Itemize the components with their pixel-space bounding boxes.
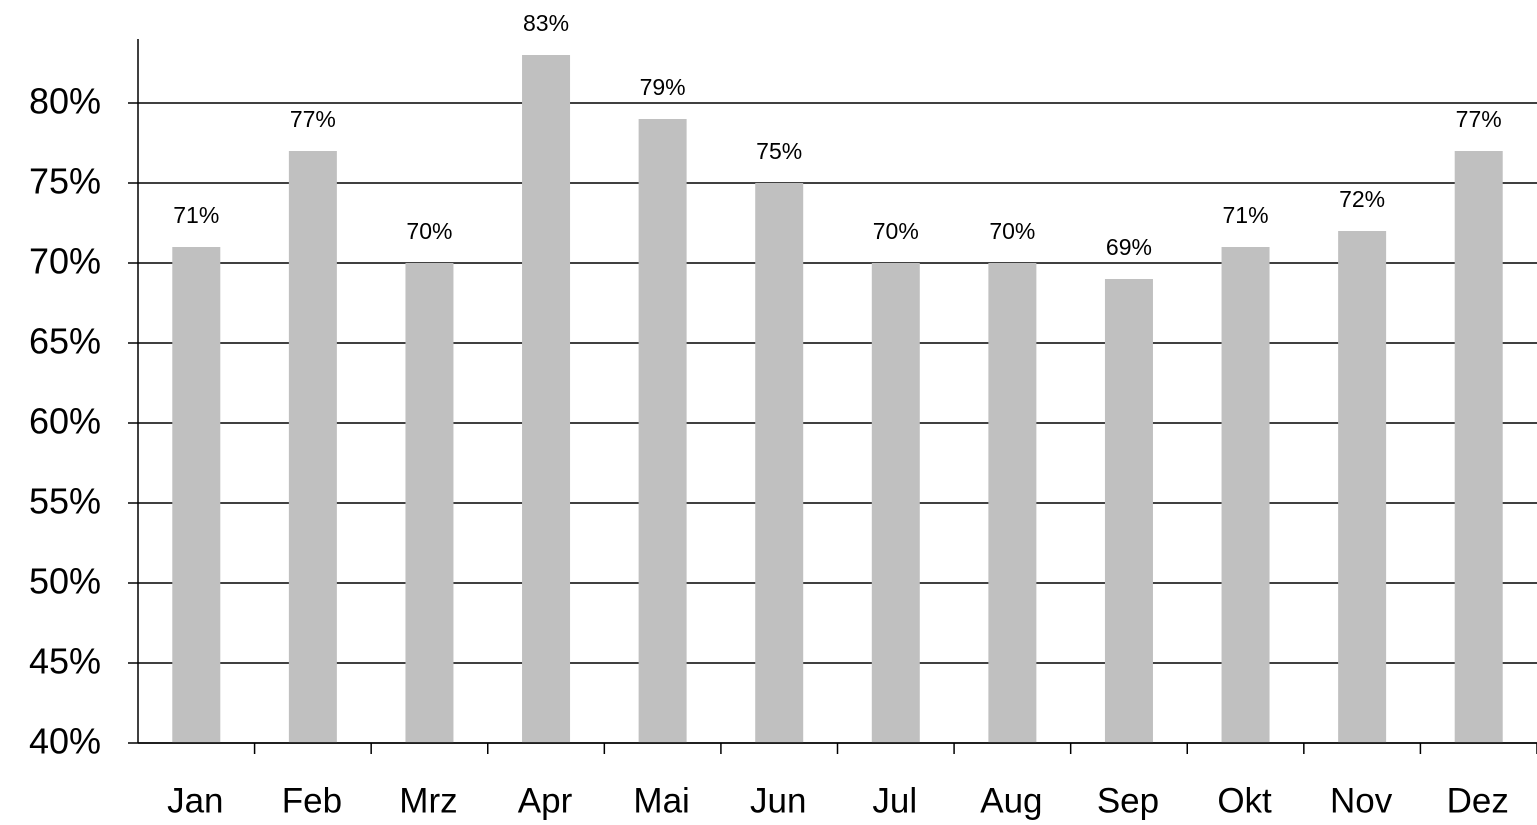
bar xyxy=(1454,151,1503,743)
x-tick-label: Feb xyxy=(282,781,342,820)
bar xyxy=(638,119,687,743)
x-tick-label: Dez xyxy=(1447,781,1509,820)
x-tick-label: Jun xyxy=(750,781,806,820)
bar xyxy=(405,263,454,743)
bar xyxy=(755,183,804,743)
y-tick-label: 65% xyxy=(29,321,101,362)
x-tick-label: Jul xyxy=(872,781,917,820)
x-tick-label: Mrz xyxy=(399,781,457,820)
bar xyxy=(1104,279,1153,743)
value-label: 77% xyxy=(1456,106,1502,132)
value-label: 79% xyxy=(640,74,686,100)
value-label: 83% xyxy=(523,10,569,36)
bar xyxy=(172,247,221,743)
value-label: 70% xyxy=(406,218,452,244)
bar xyxy=(288,151,337,743)
bar xyxy=(1338,231,1387,743)
y-tick-label: 80% xyxy=(29,81,101,122)
bar xyxy=(1221,247,1270,743)
y-tick-label: 55% xyxy=(29,481,101,522)
y-tick-label: 60% xyxy=(29,401,101,442)
y-tick-label: 70% xyxy=(29,241,101,282)
x-tick-label: Okt xyxy=(1217,781,1272,820)
y-tick-label: 75% xyxy=(29,161,101,202)
x-tick-label: Jan xyxy=(167,781,223,820)
bar xyxy=(871,263,920,743)
x-tick-label: Sep xyxy=(1097,781,1159,820)
value-label: 71% xyxy=(173,202,219,228)
y-tick-label: 40% xyxy=(29,721,101,762)
x-tick-label: Mai xyxy=(633,781,689,820)
x-tick-label: Apr xyxy=(518,781,573,820)
value-label: 69% xyxy=(1106,234,1152,260)
value-label: 70% xyxy=(873,218,919,244)
value-label: 70% xyxy=(989,218,1035,244)
x-tick-label: Aug xyxy=(980,781,1042,820)
value-label: 75% xyxy=(756,138,802,164)
value-label: 77% xyxy=(290,106,336,132)
value-label: 72% xyxy=(1339,186,1385,212)
bar xyxy=(988,263,1037,743)
x-tick-label: Nov xyxy=(1330,781,1393,820)
y-tick-label: 45% xyxy=(29,641,101,682)
value-label: 71% xyxy=(1223,202,1269,228)
y-tick-label: 50% xyxy=(29,561,101,602)
bar xyxy=(522,55,571,743)
